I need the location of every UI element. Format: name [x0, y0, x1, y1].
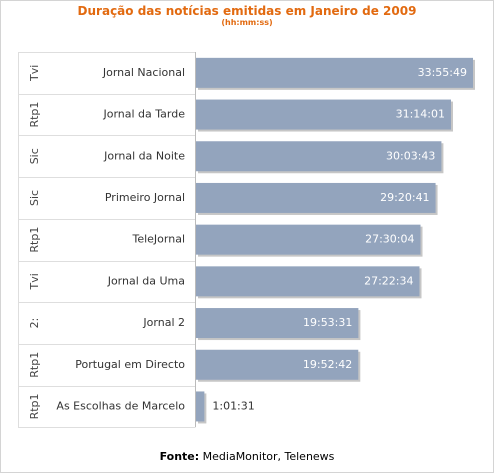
data-label: 1:01:31 [212, 399, 254, 412]
source-label: Fonte: [159, 450, 200, 463]
data-label: 19:53:31 [303, 316, 352, 329]
group-label: Tvi [28, 273, 41, 290]
data-label: 33:55:49 [418, 66, 467, 79]
chart-title: Duração das notícias emitidas em Janeiro… [77, 4, 417, 18]
data-label: 27:30:04 [365, 233, 414, 246]
category-label: Jornal da Uma [107, 274, 185, 287]
bar [196, 182, 436, 213]
group-label: Rtp1 [28, 102, 41, 128]
bar [196, 224, 421, 255]
data-label: 27:22:34 [364, 274, 413, 287]
bar [196, 391, 205, 422]
category-label: Jornal da Noite [103, 149, 185, 162]
group-label: Sic [28, 148, 41, 164]
category-label: As Escolhas de Marcelo [56, 399, 185, 412]
group-label: Sic [28, 190, 41, 206]
category-label: Primeiro Jornal [105, 191, 185, 204]
bar [196, 99, 451, 130]
bar [196, 141, 442, 172]
group-label: Tvi [28, 65, 41, 82]
category-label: Portugal em Directo [75, 358, 185, 371]
category-label: Jornal da Tarde [102, 108, 185, 121]
chart-subtitle: (hh:mm:ss) [221, 18, 273, 27]
source-note: Fonte: MediaMonitor, Telenews [0, 450, 494, 463]
group-label: 2: [28, 318, 41, 329]
bar [196, 308, 359, 339]
data-label: 29:20:41 [380, 191, 429, 204]
bar [196, 57, 473, 88]
group-label: Rtp1 [28, 352, 41, 378]
category-label: TeleJornal [131, 233, 185, 246]
data-label: 30:03:43 [386, 149, 435, 162]
data-label: 19:52:42 [303, 358, 352, 371]
category-label: Jornal Nacional [102, 66, 185, 79]
bar [196, 266, 420, 297]
data-label: 31:14:01 [396, 108, 445, 121]
group-label: Rtp1 [28, 227, 41, 253]
source-text: MediaMonitor, Telenews [202, 450, 335, 463]
category-label: Jornal 2 [142, 316, 185, 329]
bar [196, 349, 359, 380]
group-label: Rtp1 [28, 393, 41, 419]
